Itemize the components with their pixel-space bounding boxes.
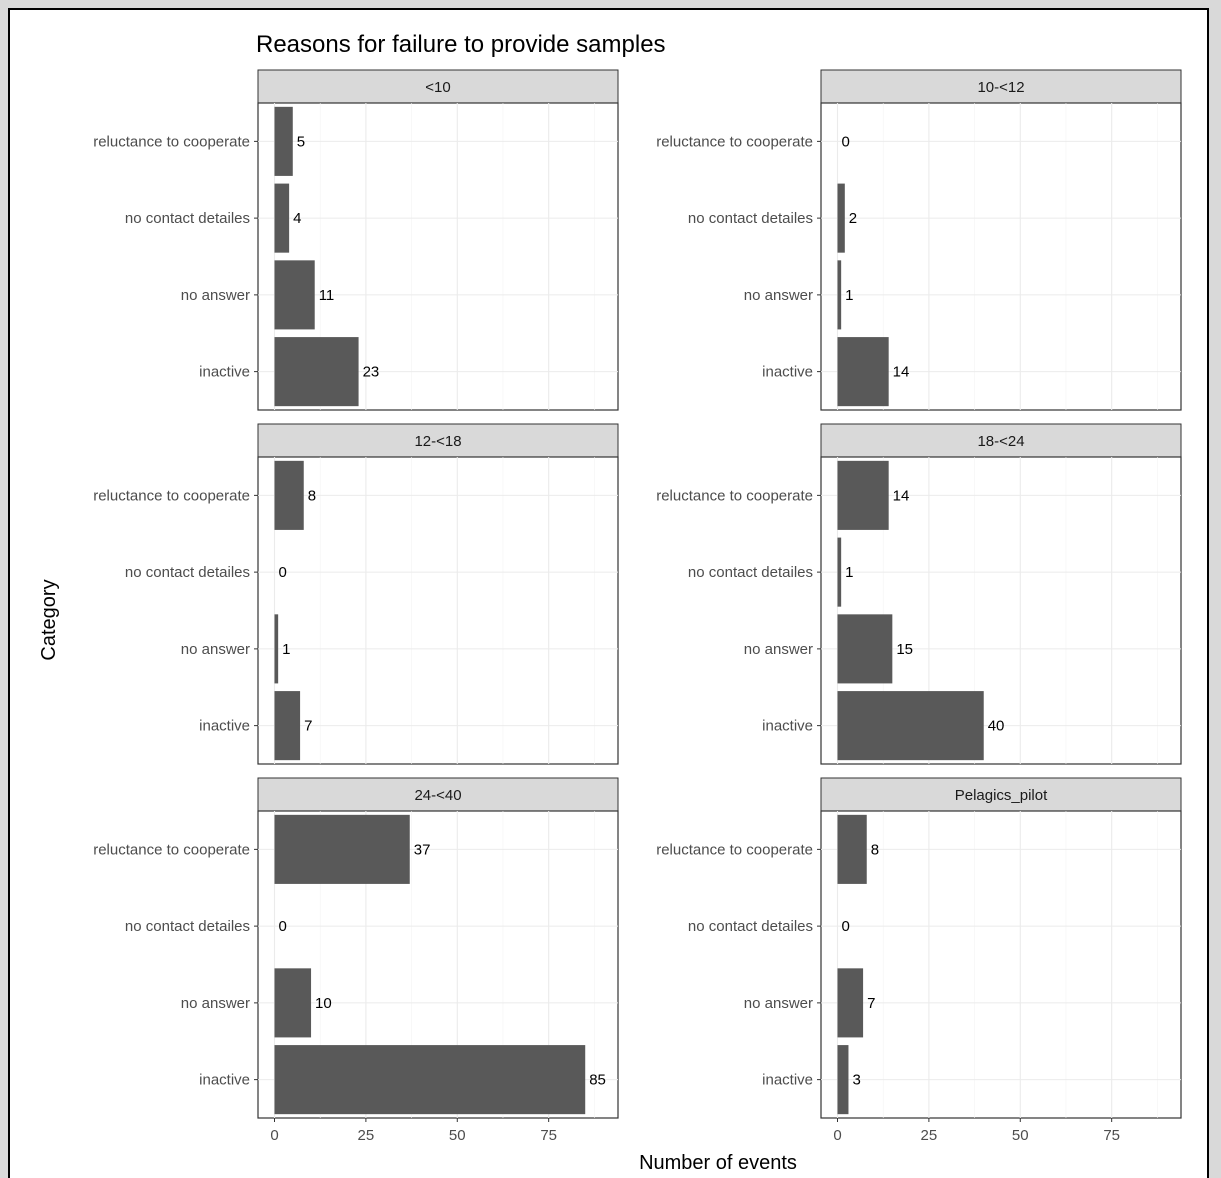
facet-label: Pelagics_pilot (955, 787, 1048, 804)
data-label: 1 (282, 641, 290, 658)
category-label: no contact detailes (125, 210, 250, 227)
category-label: no answer (744, 287, 813, 304)
data-label: 3 (852, 1072, 860, 1089)
category-label: reluctance to cooperate (93, 487, 250, 504)
data-label: 5 (297, 133, 305, 150)
data-label: 11 (319, 287, 335, 304)
data-label: 15 (896, 641, 913, 658)
facet-panel: 12-<18 reluctance to cooperate 8 no contact… (93, 423, 619, 765)
x-tick-label: 50 (1012, 1127, 1029, 1144)
bar (837, 968, 864, 1038)
category-label: inactive (762, 1072, 813, 1089)
bar (837, 691, 984, 761)
x-tick-label: 25 (358, 1127, 375, 1144)
category-label: no contact detailes (125, 918, 250, 935)
data-label: 0 (842, 918, 850, 935)
category-label: no contact detailes (688, 564, 813, 581)
category-label: no answer (181, 641, 250, 658)
chart-title: Reasons for failure to provide samples (256, 31, 666, 58)
data-label: 7 (867, 995, 875, 1012)
category-label: no answer (181, 287, 250, 304)
category-label: inactive (199, 718, 250, 735)
x-tick-label: 50 (449, 1127, 466, 1144)
category-label: inactive (199, 1072, 250, 1089)
category-label: no contact detailes (125, 564, 250, 581)
data-label: 8 (871, 841, 879, 858)
facet-panel: 24-<40 reluctance to cooperate 37 no contac… (93, 777, 619, 1144)
facet-panels: <10 reluctance to cooperate 5 no contact de… (93, 69, 1182, 1144)
data-label: 0 (842, 133, 850, 150)
category-label: inactive (199, 364, 250, 381)
facet-panel: 10-<12 reluctance to cooperate 0 no contact… (656, 69, 1182, 411)
data-label: 2 (849, 210, 857, 227)
facet-label: 12-<18 (414, 433, 461, 450)
data-label: 1 (845, 564, 853, 581)
bar (274, 814, 410, 884)
figure-frame: Reasons for failure to provide samples C… (8, 8, 1209, 1178)
bar (837, 1045, 849, 1115)
bar (274, 614, 279, 684)
facet-label: 24-<40 (414, 787, 461, 804)
category-label: no contact detailes (688, 918, 813, 935)
facet-label: <10 (425, 79, 450, 96)
facet-label: 10-<12 (977, 79, 1024, 96)
x-tick-label: 25 (921, 1127, 938, 1144)
x-tick-label: 75 (1103, 1127, 1120, 1144)
data-label: 4 (293, 210, 301, 227)
bar (837, 537, 842, 607)
facet-panel: <10 reluctance to cooperate 5 no contact de… (93, 69, 619, 411)
data-label: 0 (279, 918, 287, 935)
bar (274, 460, 304, 530)
category-label: no answer (181, 995, 250, 1012)
x-tick-label: 0 (270, 1127, 278, 1144)
data-label: 23 (363, 364, 380, 381)
category-label: reluctance to cooperate (656, 487, 813, 504)
bar (274, 1045, 586, 1115)
data-label: 7 (304, 718, 312, 735)
category-label: no contact detailes (688, 210, 813, 227)
bar (274, 106, 293, 176)
facet-strip (257, 423, 619, 458)
panel-background (257, 456, 619, 765)
bar (837, 260, 842, 330)
category-label: no answer (744, 995, 813, 1012)
category-label: reluctance to cooperate (93, 133, 250, 150)
data-label: 0 (279, 564, 287, 581)
facet-panel: Pelagics_pilot reluctance to cooperate 8 no… (656, 777, 1182, 1144)
bar (274, 183, 290, 253)
data-label: 10 (315, 995, 332, 1012)
x-tick-label: 0 (833, 1127, 841, 1144)
data-label: 40 (988, 718, 1005, 735)
facet-strip (820, 423, 1182, 458)
facet-label: 18-<24 (977, 433, 1024, 450)
data-label: 37 (414, 841, 431, 858)
data-label: 14 (893, 487, 910, 504)
category-label: reluctance to cooperate (93, 841, 250, 858)
bar (837, 814, 867, 884)
faceted-bar-chart: Reasons for failure to provide samples C… (38, 31, 1182, 1174)
category-label: inactive (762, 364, 813, 381)
panel-background (820, 810, 1182, 1119)
x-tick-label: 75 (540, 1127, 557, 1144)
bar (837, 337, 889, 407)
category-label: inactive (762, 718, 813, 735)
bar (274, 260, 315, 330)
bar (837, 183, 845, 253)
data-label: 85 (589, 1072, 606, 1089)
bar (837, 460, 889, 530)
category-label: no answer (744, 641, 813, 658)
facet-strip (257, 69, 619, 104)
y-axis-title: Category (38, 579, 60, 660)
data-label: 1 (845, 287, 853, 304)
x-axis-title: Number of events (639, 1152, 797, 1174)
bar (274, 337, 359, 407)
bar (274, 968, 312, 1038)
data-label: 14 (893, 364, 910, 381)
data-label: 8 (308, 487, 316, 504)
category-label: reluctance to cooperate (656, 841, 813, 858)
category-label: reluctance to cooperate (656, 133, 813, 150)
bar (274, 691, 301, 761)
facet-panel: 18-<24 reluctance to cooperate 14 no contac… (656, 423, 1182, 765)
bar (837, 614, 893, 684)
